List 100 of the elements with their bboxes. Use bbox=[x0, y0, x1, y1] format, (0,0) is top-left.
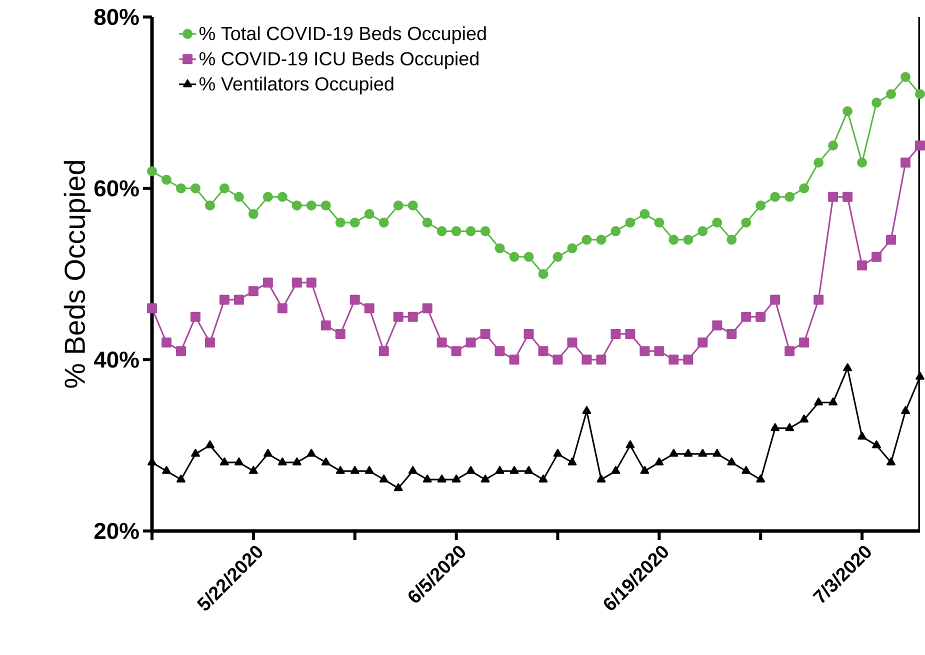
point bbox=[712, 320, 722, 330]
point bbox=[480, 474, 490, 482]
point bbox=[741, 218, 752, 228]
point bbox=[161, 338, 172, 348]
point bbox=[509, 354, 520, 365]
point bbox=[683, 354, 694, 365]
point bbox=[712, 218, 722, 228]
point bbox=[770, 192, 780, 202]
point bbox=[510, 466, 519, 474]
point bbox=[596, 474, 606, 482]
point bbox=[727, 457, 736, 466]
point bbox=[640, 346, 650, 356]
point bbox=[886, 234, 896, 245]
point bbox=[161, 174, 172, 185]
point bbox=[480, 226, 490, 236]
point bbox=[640, 466, 650, 474]
point bbox=[567, 338, 578, 348]
point bbox=[408, 312, 418, 322]
point bbox=[364, 209, 374, 220]
point bbox=[538, 474, 548, 482]
point bbox=[900, 72, 911, 82]
point bbox=[742, 466, 751, 474]
point bbox=[176, 474, 186, 482]
point bbox=[480, 328, 490, 339]
point bbox=[770, 294, 780, 305]
point bbox=[147, 303, 157, 314]
point bbox=[262, 192, 273, 202]
point bbox=[306, 278, 316, 288]
point bbox=[466, 226, 476, 236]
point bbox=[582, 234, 592, 245]
point bbox=[408, 200, 418, 210]
point bbox=[306, 200, 316, 210]
point bbox=[292, 200, 302, 210]
y-tick-label: 80% bbox=[94, 8, 139, 26]
point bbox=[915, 140, 925, 150]
point bbox=[191, 448, 200, 457]
point bbox=[858, 432, 866, 440]
point bbox=[756, 474, 766, 482]
point bbox=[582, 406, 592, 414]
point bbox=[596, 354, 606, 365]
point bbox=[350, 218, 360, 228]
point bbox=[436, 338, 447, 348]
point bbox=[872, 440, 881, 448]
point bbox=[422, 474, 432, 482]
point bbox=[248, 286, 258, 296]
point bbox=[625, 218, 636, 228]
point bbox=[466, 466, 476, 474]
point bbox=[784, 192, 795, 202]
point bbox=[306, 448, 316, 457]
point bbox=[553, 448, 562, 457]
point bbox=[756, 312, 766, 322]
point bbox=[538, 346, 548, 356]
point bbox=[843, 363, 852, 372]
point bbox=[915, 89, 925, 100]
point bbox=[726, 234, 737, 245]
point bbox=[654, 457, 664, 466]
point bbox=[204, 200, 215, 210]
point bbox=[698, 448, 708, 457]
point bbox=[277, 303, 288, 314]
point bbox=[770, 423, 780, 432]
point bbox=[219, 183, 230, 194]
point bbox=[669, 448, 678, 457]
point bbox=[872, 252, 882, 262]
y-tick-label: 40% bbox=[94, 352, 139, 368]
point bbox=[364, 303, 374, 314]
point bbox=[901, 406, 910, 414]
point bbox=[828, 397, 838, 406]
point bbox=[524, 252, 534, 262]
point bbox=[320, 200, 331, 210]
point bbox=[234, 457, 244, 466]
point bbox=[220, 457, 229, 466]
point bbox=[162, 466, 171, 474]
point bbox=[176, 346, 186, 356]
point bbox=[263, 448, 272, 457]
point bbox=[814, 158, 824, 168]
point bbox=[684, 448, 693, 457]
point bbox=[494, 243, 505, 254]
point bbox=[857, 158, 868, 168]
point bbox=[799, 338, 810, 348]
point bbox=[640, 209, 650, 220]
point bbox=[393, 200, 404, 210]
point bbox=[610, 328, 621, 339]
y-tick-label: 60% bbox=[94, 180, 139, 196]
point bbox=[436, 226, 447, 236]
point bbox=[814, 294, 824, 305]
point bbox=[437, 474, 446, 482]
point bbox=[234, 192, 244, 202]
point bbox=[842, 106, 853, 116]
point bbox=[857, 260, 868, 270]
point bbox=[350, 466, 360, 474]
point bbox=[726, 328, 737, 339]
point bbox=[147, 166, 157, 176]
point bbox=[756, 200, 766, 210]
point bbox=[654, 346, 664, 356]
point bbox=[568, 457, 577, 466]
point bbox=[886, 457, 896, 466]
point bbox=[785, 423, 794, 432]
point bbox=[248, 466, 258, 474]
point bbox=[292, 457, 302, 466]
point bbox=[248, 209, 258, 220]
